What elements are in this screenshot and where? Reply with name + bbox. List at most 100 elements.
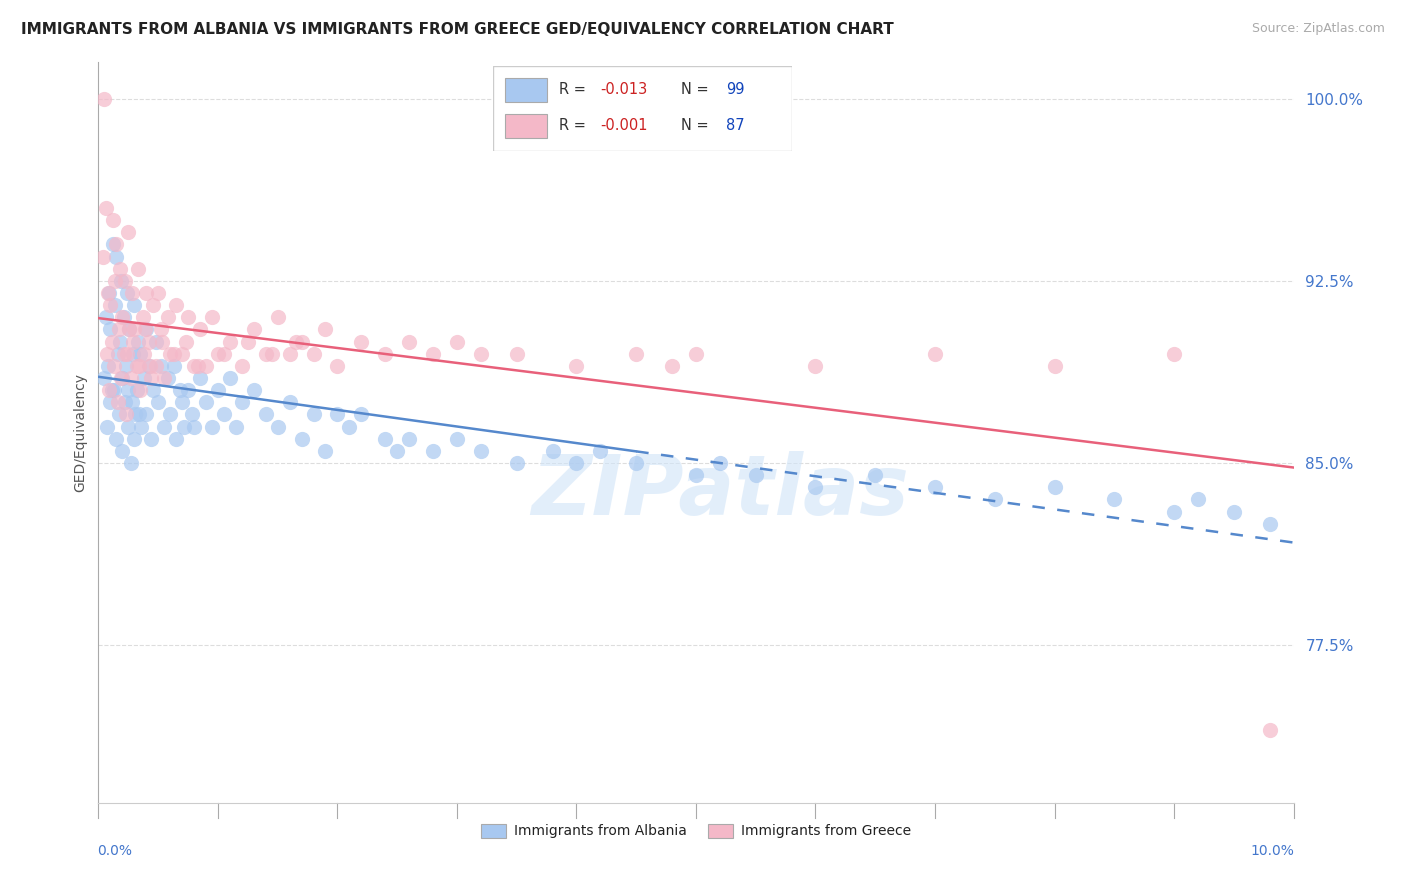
Point [118, 322, 141, 336]
Point [112, 310, 135, 325]
Point [115, 347, 138, 361]
Point [374, 347, 396, 361]
Text: ZIPatlas: ZIPatlas [531, 451, 908, 533]
Point [804, 480, 827, 494]
Point [565, 359, 588, 373]
Point [350, 334, 373, 349]
Point [422, 443, 444, 458]
Point [201, 419, 224, 434]
Point [165, 298, 187, 312]
Point [470, 443, 492, 458]
Point [212, 347, 235, 361]
Point [231, 395, 253, 409]
Point [302, 347, 325, 361]
Point [236, 334, 259, 349]
Point [398, 334, 420, 349]
Point [260, 347, 283, 361]
Point [169, 383, 191, 397]
Point [121, 286, 143, 301]
Point [984, 492, 1007, 507]
Text: 10.0%: 10.0% [1251, 844, 1295, 857]
Point [110, 274, 132, 288]
Point [100, 334, 122, 349]
Point [124, 322, 146, 336]
Point [254, 347, 277, 361]
Point [339, 419, 361, 434]
Point [128, 408, 150, 422]
Point [207, 383, 229, 397]
Legend: Immigrants from Albania, Immigrants from Greece: Immigrants from Albania, Immigrants from… [475, 818, 917, 844]
Point [110, 371, 132, 385]
Point [350, 408, 373, 422]
Point [98, 395, 122, 409]
Point [103, 383, 125, 397]
Point [96, 419, 118, 434]
Point [315, 322, 337, 336]
Point [231, 359, 253, 373]
Point [101, 237, 124, 252]
Point [446, 334, 468, 349]
Point [91, 250, 114, 264]
Point [118, 322, 141, 336]
Point [172, 347, 194, 361]
Point [107, 408, 129, 422]
Point [125, 383, 148, 397]
Point [422, 347, 444, 361]
Point [104, 274, 127, 288]
Point [565, 456, 588, 470]
Point [93, 92, 115, 106]
Point [107, 395, 129, 409]
Point [107, 322, 129, 336]
Point [374, 432, 396, 446]
Point [173, 419, 195, 434]
Point [1163, 347, 1185, 361]
Point [122, 334, 145, 349]
Point [267, 310, 290, 325]
Point [135, 286, 157, 301]
Point [195, 395, 218, 409]
Point [135, 408, 157, 422]
Point [302, 408, 325, 422]
Point [153, 419, 176, 434]
Point [183, 419, 205, 434]
Point [219, 371, 242, 385]
Point [183, 359, 205, 373]
Point [177, 310, 200, 325]
Point [138, 334, 160, 349]
Point [326, 359, 349, 373]
Point [506, 347, 529, 361]
Point [104, 298, 127, 312]
Point [1163, 504, 1185, 518]
Point [685, 347, 707, 361]
Point [924, 480, 946, 494]
Point [243, 322, 266, 336]
Point [142, 298, 165, 312]
Point [100, 383, 122, 397]
Point [145, 359, 167, 373]
Point [398, 432, 420, 446]
Point [326, 408, 349, 422]
Point [1043, 359, 1066, 373]
Point [291, 334, 314, 349]
Point [315, 443, 337, 458]
Point [111, 443, 134, 458]
Point [1258, 516, 1281, 531]
Point [187, 359, 209, 373]
Point [107, 347, 129, 361]
Point [174, 334, 197, 349]
Point [124, 298, 146, 312]
Point [541, 443, 564, 458]
Point [122, 347, 145, 361]
Point [278, 395, 301, 409]
Point [212, 408, 235, 422]
Point [124, 432, 146, 446]
Point [1187, 492, 1209, 507]
Point [163, 359, 186, 373]
Point [125, 359, 148, 373]
Point [105, 250, 128, 264]
Point [108, 334, 131, 349]
Point [1223, 504, 1246, 518]
Point [131, 310, 153, 325]
Point [127, 334, 149, 349]
Point [148, 286, 170, 301]
